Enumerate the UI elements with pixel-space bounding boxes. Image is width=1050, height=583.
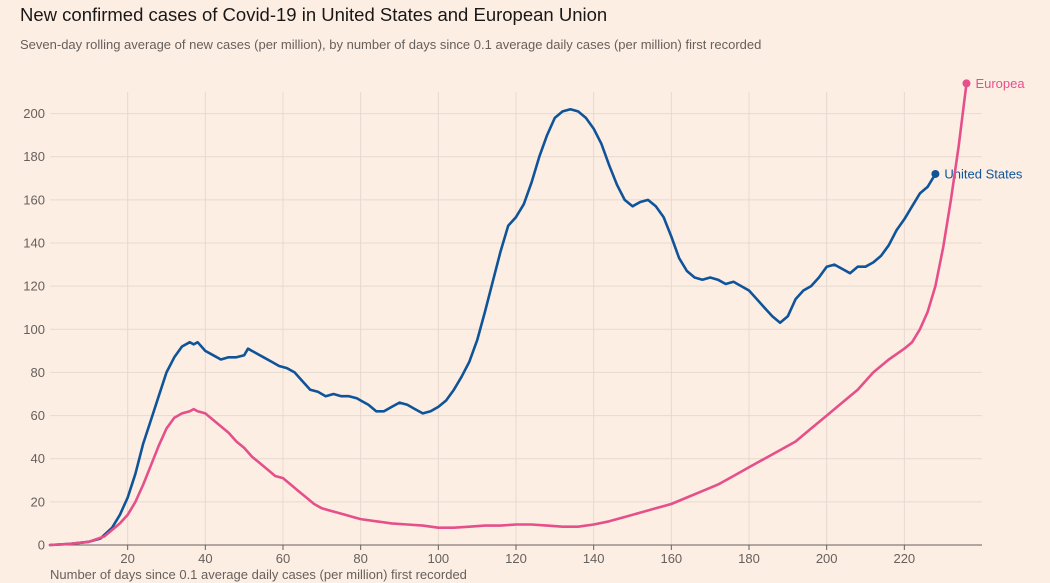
series-label-united-states: United States [944,166,1023,181]
y-tick-label: 200 [23,106,45,121]
x-tick-label: 200 [816,551,838,566]
x-tick-label: 60 [276,551,290,566]
x-axis-label: Number of days since 0.1 average daily c… [50,567,467,582]
series-label-europea: Europea [975,76,1025,91]
x-tick-label: 40 [198,551,212,566]
y-tick-label: 80 [31,365,45,380]
y-tick-label: 160 [23,192,45,207]
series-line-united-states [48,108,937,547]
series-lines: United States Europea [48,76,1025,547]
x-tick-label: 160 [660,551,682,566]
x-tick-label: 180 [738,551,760,566]
x-gridlines [127,92,905,550]
series-line-europea [48,82,968,547]
y-tick-labels: 0 20 40 60 80 100 120 140 160 180 200 [23,106,45,552]
y-tick-label: 40 [31,451,45,466]
chart-title: New confirmed cases of Covid-19 in Unite… [20,4,608,25]
y-gridlines [50,113,982,503]
y-tick-label: 180 [23,149,45,164]
series-end-marker-europea [962,79,971,88]
x-tick-label: 100 [427,551,449,566]
y-tick-label: 20 [31,494,45,509]
x-tick-label: 20 [120,551,134,566]
x-tick-label: 140 [583,551,605,566]
x-tick-labels: 20 40 60 80 100 120 140 160 180 200 220 [120,551,915,566]
x-tick-label: 80 [353,551,367,566]
y-tick-label: 60 [31,408,45,423]
series-end-marker-united-states [931,169,940,178]
y-tick-label: 0 [38,538,45,553]
chart-subtitle: Seven-day rolling average of new cases (… [20,37,762,52]
y-tick-label: 120 [23,279,45,294]
x-tick-label: 120 [505,551,527,566]
x-tick-label: 220 [893,551,915,566]
y-tick-label: 100 [23,322,45,337]
y-tick-label: 140 [23,236,45,251]
